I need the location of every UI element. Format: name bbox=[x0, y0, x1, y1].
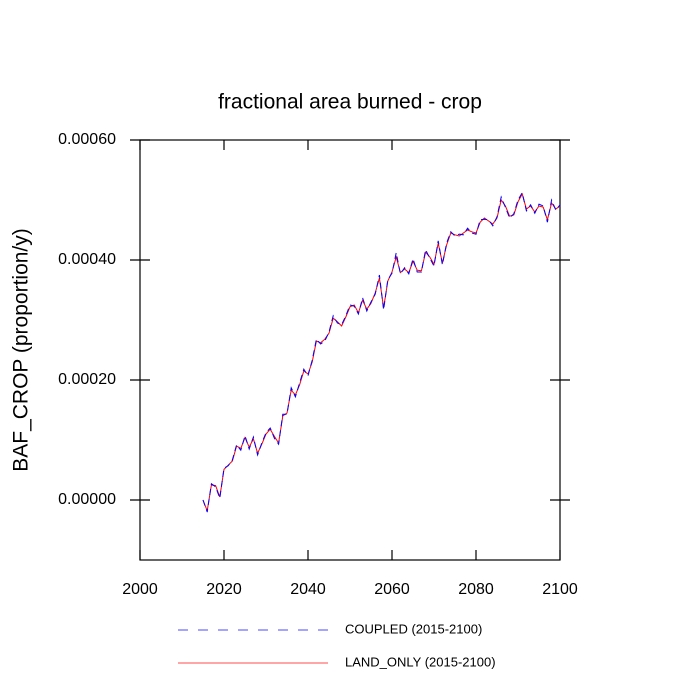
x-tick-label: 2000 bbox=[122, 581, 158, 598]
x-tick-label: 2060 bbox=[374, 581, 410, 598]
y-tick-label: 0.00000 bbox=[58, 491, 116, 508]
x-tick-label: 2040 bbox=[290, 581, 326, 598]
y-axis-label: BAF_CROP (proportion/y) bbox=[10, 228, 33, 472]
y-tick-label: 0.00040 bbox=[58, 251, 116, 268]
series-line bbox=[202, 192, 561, 513]
y-tick-label: 0.00060 bbox=[58, 131, 116, 148]
legend-label: COUPLED (2015-2100) bbox=[345, 621, 482, 636]
plot-frame bbox=[139, 139, 561, 561]
legend-label: LAND_ONLY (2015-2100) bbox=[345, 654, 496, 669]
y-tick-label: 0.00020 bbox=[58, 371, 116, 388]
x-tick-label: 2020 bbox=[206, 581, 242, 598]
chart-title: fractional area burned - crop bbox=[218, 91, 482, 114]
x-tick-label: 2100 bbox=[542, 581, 578, 598]
x-tick-label: 2080 bbox=[458, 581, 494, 598]
series-line bbox=[202, 191, 561, 513]
